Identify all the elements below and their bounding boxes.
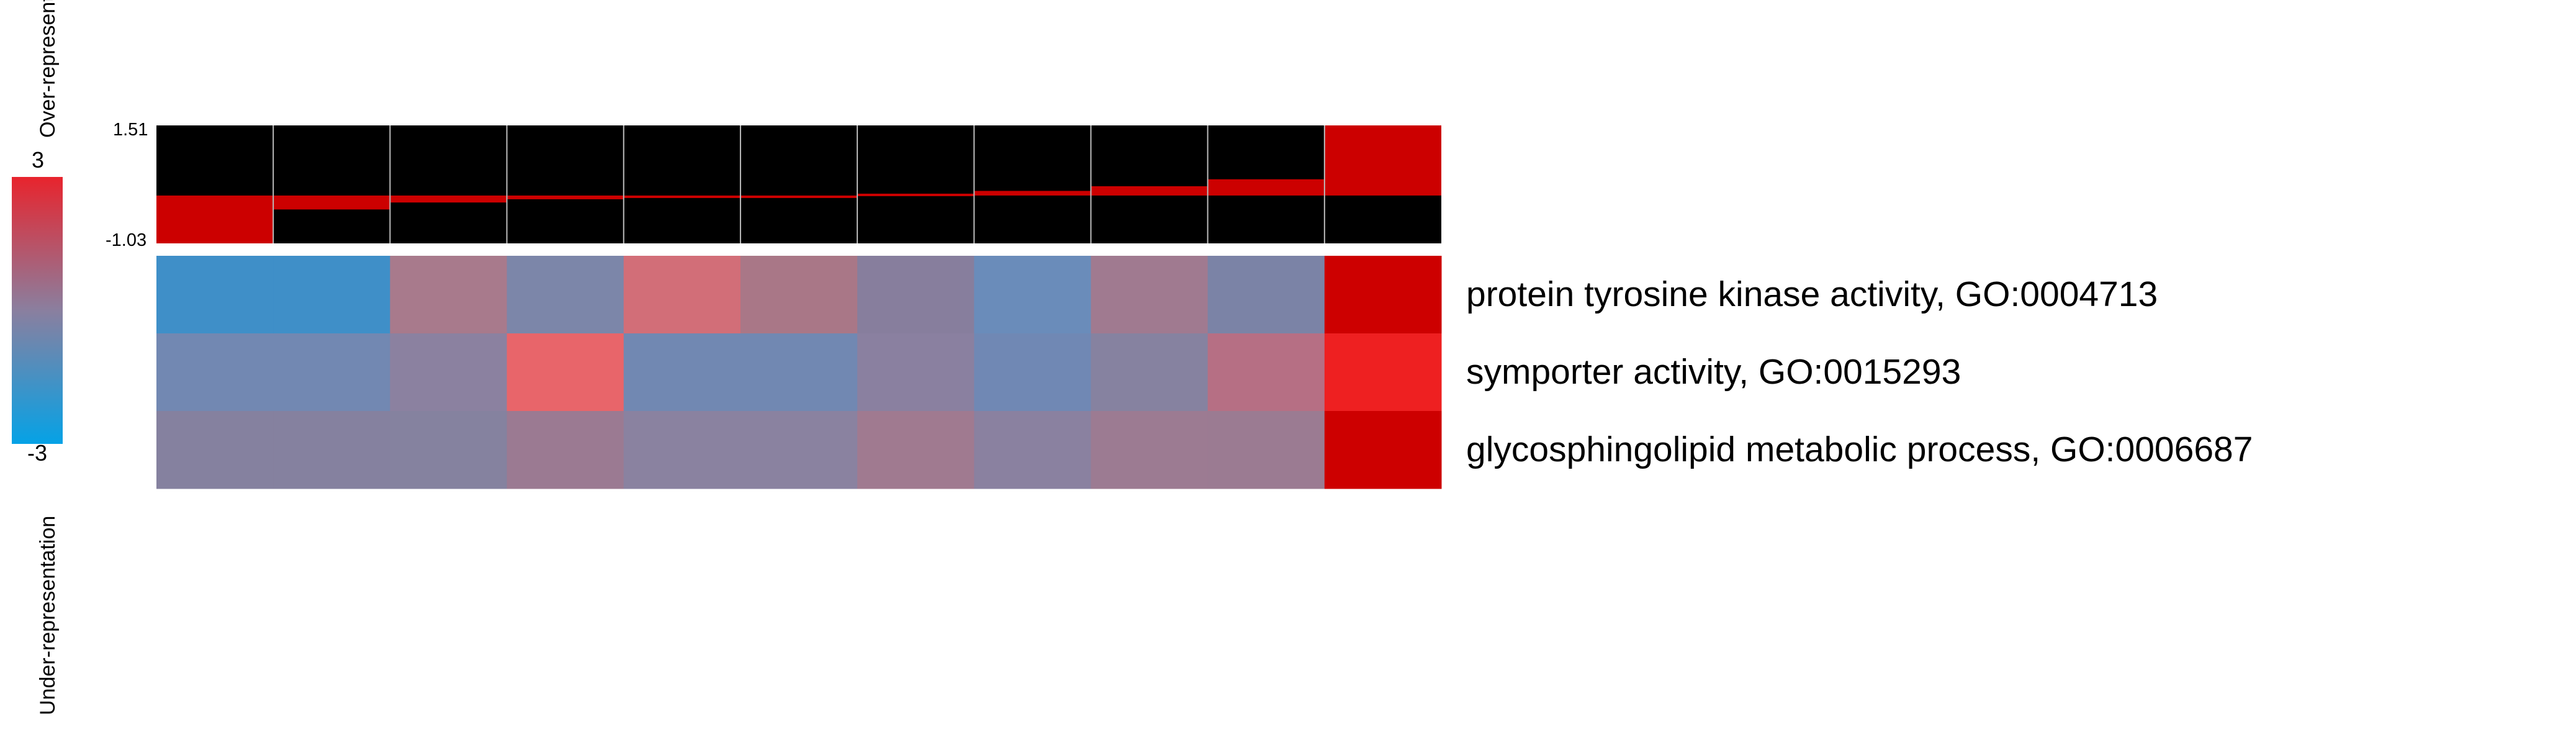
profile-bar-10 — [1324, 125, 1441, 196]
heatmap-cell-r1-c10 — [1324, 333, 1442, 412]
heatmap-cell-r2-c7 — [974, 411, 1091, 489]
heatmap-cell-r1-c0 — [156, 333, 274, 412]
profile-ymax-label: 1.51 — [113, 120, 148, 140]
heatmap-cell-r2-c6 — [857, 411, 975, 489]
heatmap-cell-r0-c9 — [1207, 256, 1325, 334]
profile-ymin-label: -1.03 — [106, 230, 147, 250]
heatmap-cell-r1-c4 — [623, 333, 741, 412]
heatmap-cell-r0-c4 — [623, 256, 741, 334]
profile-panel-3 — [507, 125, 624, 243]
profile-bar-6 — [857, 193, 975, 196]
profile-panel-5 — [740, 125, 858, 243]
heatmap-cell-r2-c10 — [1324, 411, 1442, 489]
heatmap-cell-r1-c3 — [507, 333, 624, 412]
profile-panel-4 — [623, 125, 741, 243]
profile-bar-4 — [623, 195, 741, 198]
heatmap-cell-r0-c7 — [974, 256, 1091, 334]
heatmap-cell-r2-c5 — [740, 411, 858, 489]
heatmap-chart — [156, 125, 1442, 489]
profile-bar-1 — [273, 195, 390, 210]
row-label-2: glycosphingolipid metabolic process, GO:… — [1466, 430, 2253, 469]
profile-bar-5 — [740, 195, 858, 198]
profile-bar-2 — [390, 195, 507, 203]
profile-panel-1 — [273, 125, 390, 243]
profile-panel-2 — [390, 125, 507, 243]
heatmap-cell-r2-c2 — [390, 411, 508, 489]
row-label-1: symporter activity, GO:0015293 — [1466, 352, 1961, 392]
profile-panel-6 — [857, 125, 975, 243]
heatmap-cell-r2-c9 — [1207, 411, 1325, 489]
profile-bar-3 — [507, 195, 624, 199]
heatmap-cell-r1-c6 — [857, 333, 975, 412]
heatmap-cell-r2-c1 — [273, 411, 390, 489]
profile-bar-0 — [156, 195, 274, 243]
heatmap-cell-r1-c8 — [1091, 333, 1209, 412]
over-representation-label: Over-representation — [36, 0, 60, 138]
heatmap-cell-r2-c0 — [156, 411, 274, 489]
colorbar-gradient — [12, 177, 63, 444]
heatmap-cell-r1-c7 — [974, 333, 1091, 412]
heatmap-cell-r0-c6 — [857, 256, 975, 334]
colorbar-min-label: -3 — [27, 440, 48, 466]
heatmap-cell-r1-c2 — [390, 333, 508, 412]
profile-bar-7 — [974, 191, 1091, 196]
heatmap-cell-r1-c1 — [273, 333, 390, 412]
profile-bar-8 — [1091, 186, 1208, 196]
under-representation-label: Under-representation — [36, 515, 60, 715]
heatmap-cell-r0-c8 — [1091, 256, 1209, 334]
heatmap-cell-r0-c2 — [390, 256, 508, 334]
profile-panel-7 — [974, 125, 1091, 243]
heatmap-cell-r1-c9 — [1207, 333, 1325, 412]
heatmap-cell-r2-c4 — [623, 411, 741, 489]
heatmap-cell-r1-c5 — [740, 333, 858, 412]
colorbar-max-label: 3 — [32, 147, 45, 173]
heatmap-cell-r0-c3 — [507, 256, 624, 334]
heatmap-cell-r0-c5 — [740, 256, 858, 334]
profile-panel-8 — [1091, 125, 1208, 243]
heatmap-cell-r0-c10 — [1324, 256, 1442, 334]
colorbar — [12, 177, 63, 444]
row-label-0: protein tyrosine kinase activity, GO:000… — [1466, 274, 2158, 314]
heatmap-cell-r0-c0 — [156, 256, 274, 334]
heatmap-cell-r0-c1 — [273, 256, 390, 334]
heatmap-cell-r2-c8 — [1091, 411, 1209, 489]
profile-bar-9 — [1207, 179, 1325, 196]
heatmap-cell-r2-c3 — [507, 411, 624, 489]
